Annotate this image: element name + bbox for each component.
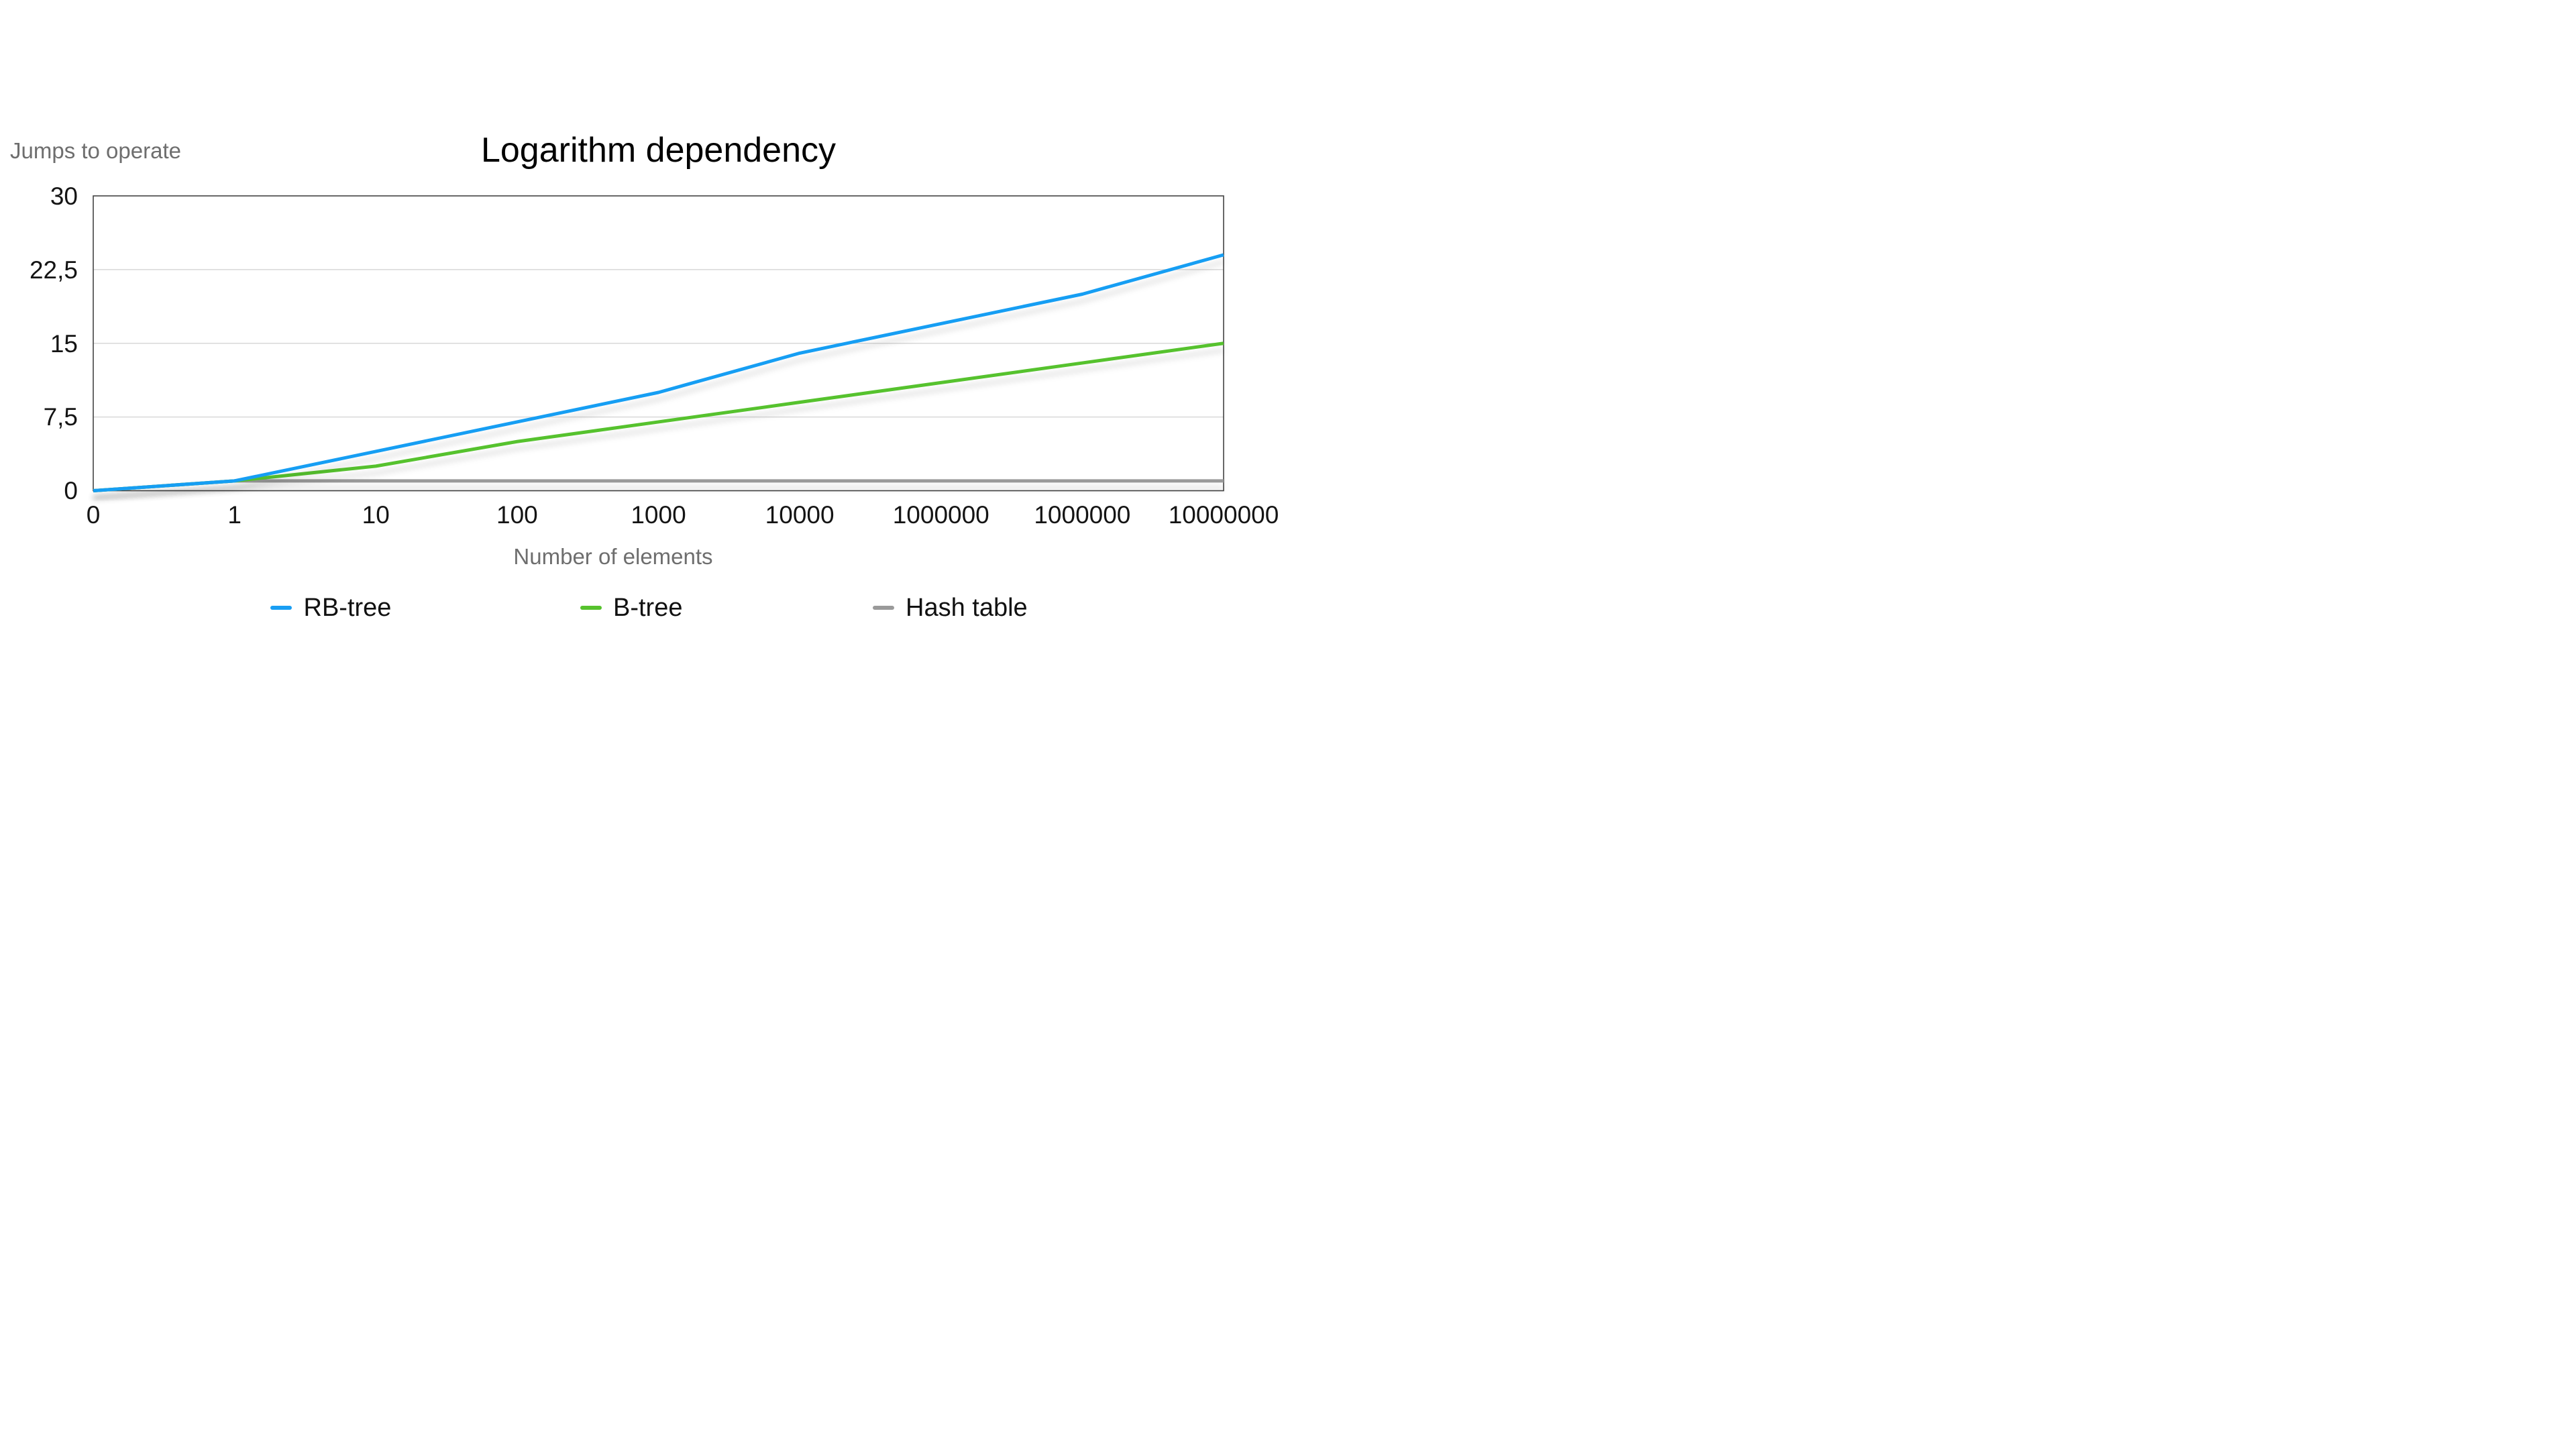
- x-tick-label: 1000: [631, 501, 686, 529]
- x-tick-label: 10: [362, 501, 390, 529]
- chart-title: Logarithm dependency: [480, 131, 837, 170]
- y-tick-label: 7,5: [43, 403, 78, 431]
- x-tick-label: 1: [227, 501, 241, 529]
- legend-label: Hash table: [906, 593, 1028, 622]
- series-line-rb-tree: [93, 253, 1224, 492]
- y-tick-label: 30: [50, 182, 78, 210]
- legend-item-rb-tree: RB-tree: [270, 593, 391, 623]
- x-tick-label: 1000000: [892, 501, 989, 529]
- x-tick-label: 10000000: [1168, 501, 1279, 529]
- x-axis-title: Number of elements: [513, 544, 713, 569]
- y-axis-title: Jumps to operate: [10, 138, 181, 163]
- x-tick-label: 10000: [765, 501, 835, 529]
- series-line-hash-table: [93, 479, 1224, 492]
- x-tick-label: 0: [86, 501, 101, 529]
- legend-swatch-icon: [580, 605, 602, 610]
- legend-item-b-tree: B-tree: [580, 593, 683, 623]
- line-chart-plot: [93, 195, 1224, 492]
- y-tick-label: 15: [50, 329, 78, 358]
- legend-item-hash-table: Hash table: [872, 593, 1028, 623]
- legend-label: RB-tree: [303, 593, 392, 622]
- y-tick-label: 0: [64, 477, 78, 505]
- chart-canvas: Jumps to operate Logarithm dependency 0 7…: [0, 0, 1288, 724]
- legend-swatch-icon: [872, 605, 894, 610]
- series-line-b-tree: [93, 341, 1224, 492]
- x-tick-label: 100: [496, 501, 538, 529]
- y-tick-label: 22,5: [29, 256, 78, 284]
- x-tick-label: 1000000: [1034, 501, 1131, 529]
- legend-swatch-icon: [270, 605, 292, 610]
- legend-label: B-tree: [613, 593, 683, 622]
